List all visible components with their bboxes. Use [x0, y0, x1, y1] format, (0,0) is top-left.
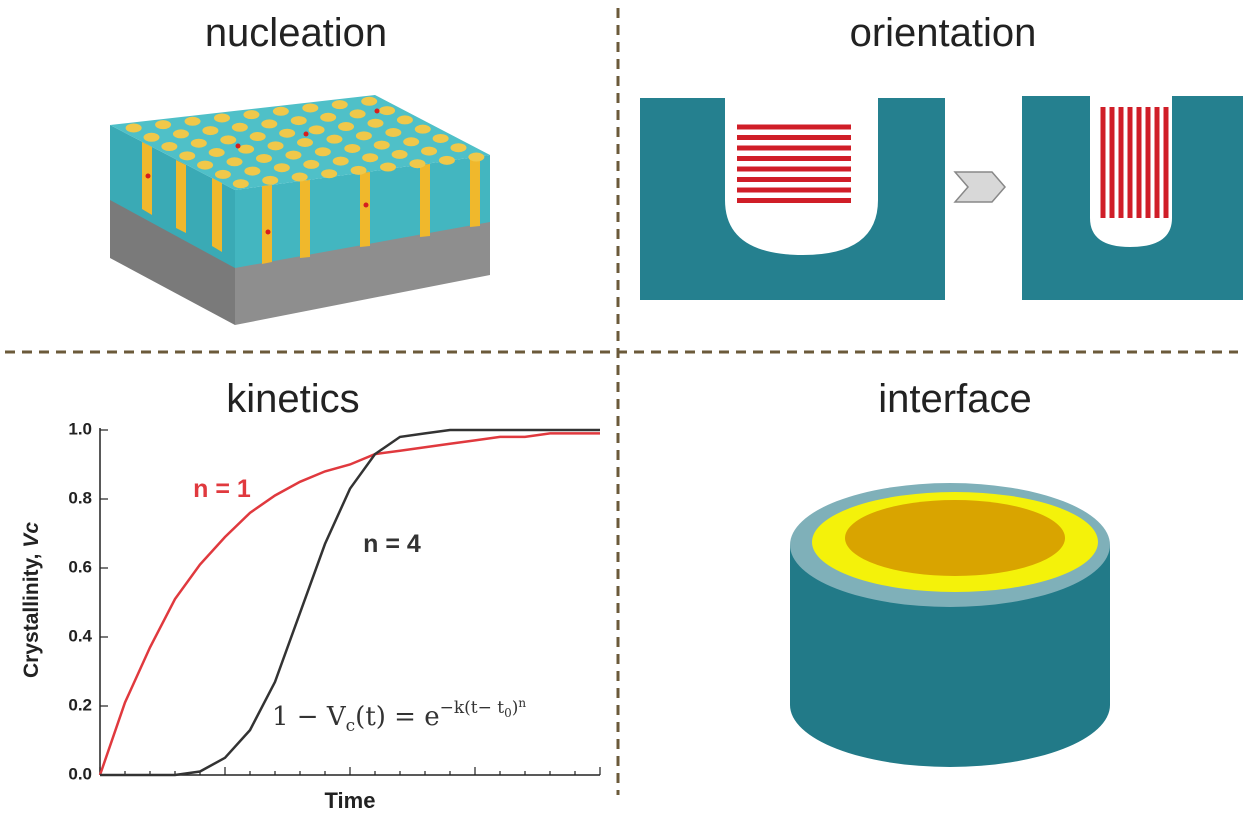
series-line [100, 428, 600, 777]
nucleus [332, 156, 349, 166]
nucleus [403, 137, 420, 147]
nucleus [273, 163, 290, 173]
series-label: n = 1 [193, 475, 251, 503]
nucleus [468, 152, 485, 162]
nucleus [409, 159, 426, 169]
nucleus [125, 123, 142, 133]
eq-part: c [346, 716, 356, 736]
nucleus [361, 96, 378, 106]
nucleus [349, 109, 366, 119]
y-tick-label: 0.0 [68, 764, 92, 783]
eq-part: −k(t− t [440, 698, 505, 718]
nucleation-block [110, 95, 490, 325]
nucleus [231, 122, 248, 132]
nucleus [450, 143, 467, 153]
nucleus [380, 162, 397, 172]
nucleus [355, 131, 372, 141]
nucleus [244, 166, 261, 176]
nucleus [320, 112, 337, 122]
nucleus [314, 147, 331, 157]
nucleus [214, 169, 231, 179]
y-label-symbol: Vc [20, 522, 43, 548]
nucleus [331, 100, 348, 110]
nucleus [344, 143, 361, 153]
nucleus [414, 124, 431, 134]
nucleus [213, 113, 230, 123]
series-line [98, 432, 600, 776]
nucleus [190, 138, 207, 148]
eq-part: 1 − V [272, 702, 347, 732]
nucleus [220, 135, 237, 145]
nucleus [396, 115, 413, 125]
nucleus [391, 149, 408, 159]
nucleus [184, 116, 201, 126]
nucleus [155, 120, 172, 130]
nucleus [279, 128, 296, 138]
nucleus [208, 148, 225, 157]
orientation-diagram [640, 96, 1243, 300]
eq-part: 0 [504, 706, 512, 720]
panel-title: orientation [850, 11, 1037, 55]
interface-cylinder [790, 483, 1110, 767]
y-tick-label: 0.4 [68, 626, 92, 645]
series-label: n = 4 [363, 530, 421, 558]
nucleus [272, 106, 289, 116]
y-tick-label: 0.6 [68, 557, 92, 576]
y-tick-label: 0.2 [68, 695, 92, 714]
nucleus [326, 134, 343, 144]
nucleus [373, 140, 390, 150]
y-axis-label: Crystallinity, Vc [20, 522, 43, 678]
nucleus [321, 169, 338, 179]
nucleus [202, 126, 219, 136]
nucleus [249, 132, 266, 142]
eq-part: n [518, 696, 526, 710]
nucleus [308, 125, 325, 135]
nucleus [161, 142, 178, 152]
x-axis-label: Time [325, 788, 376, 813]
y-label-text: Crystallinity, [20, 548, 43, 678]
nucleus [350, 165, 367, 175]
nucleus [379, 106, 396, 116]
panel-title: nucleation [205, 11, 387, 55]
eq-part: ) [512, 698, 519, 718]
panel-title: interface [878, 377, 1031, 421]
nucleus [197, 160, 214, 170]
nucleus [290, 116, 307, 126]
nucleus-core [303, 131, 309, 137]
nucleus [367, 118, 384, 128]
nucleus [143, 132, 160, 142]
nucleus [303, 159, 320, 169]
nucleus [172, 129, 189, 139]
nucleus [255, 153, 272, 163]
nucleus [285, 150, 302, 160]
nucleus [243, 110, 260, 120]
nucleus [179, 151, 196, 161]
nucleus [438, 155, 455, 165]
nucleus [262, 175, 279, 185]
nucleus [302, 103, 319, 113]
y-tick-label: 0.8 [68, 488, 92, 507]
panel-title: kinetics [226, 377, 359, 421]
nucleus [232, 179, 249, 189]
nucleus-core [374, 108, 380, 114]
nucleus [261, 119, 278, 129]
nucleus [226, 157, 243, 167]
nucleus [432, 133, 449, 143]
nucleus [421, 146, 438, 156]
nucleus [267, 141, 284, 151]
nucleus [338, 122, 355, 132]
nucleus [385, 128, 402, 137]
equation: 1 − Vc(t) = e−k(t− t0)n [272, 696, 526, 736]
nucleus [362, 153, 379, 163]
eq-part: (t) = e [355, 702, 439, 732]
nucleus [297, 138, 313, 147]
nucleus [291, 172, 308, 182]
nucleus [238, 144, 255, 154]
kinetics-chart: Time Crystallinity, Vc 1 − Vc(t) = e−k(t… [20, 419, 601, 813]
y-tick-label: 1.0 [68, 419, 92, 438]
nucleus-core [235, 143, 241, 149]
